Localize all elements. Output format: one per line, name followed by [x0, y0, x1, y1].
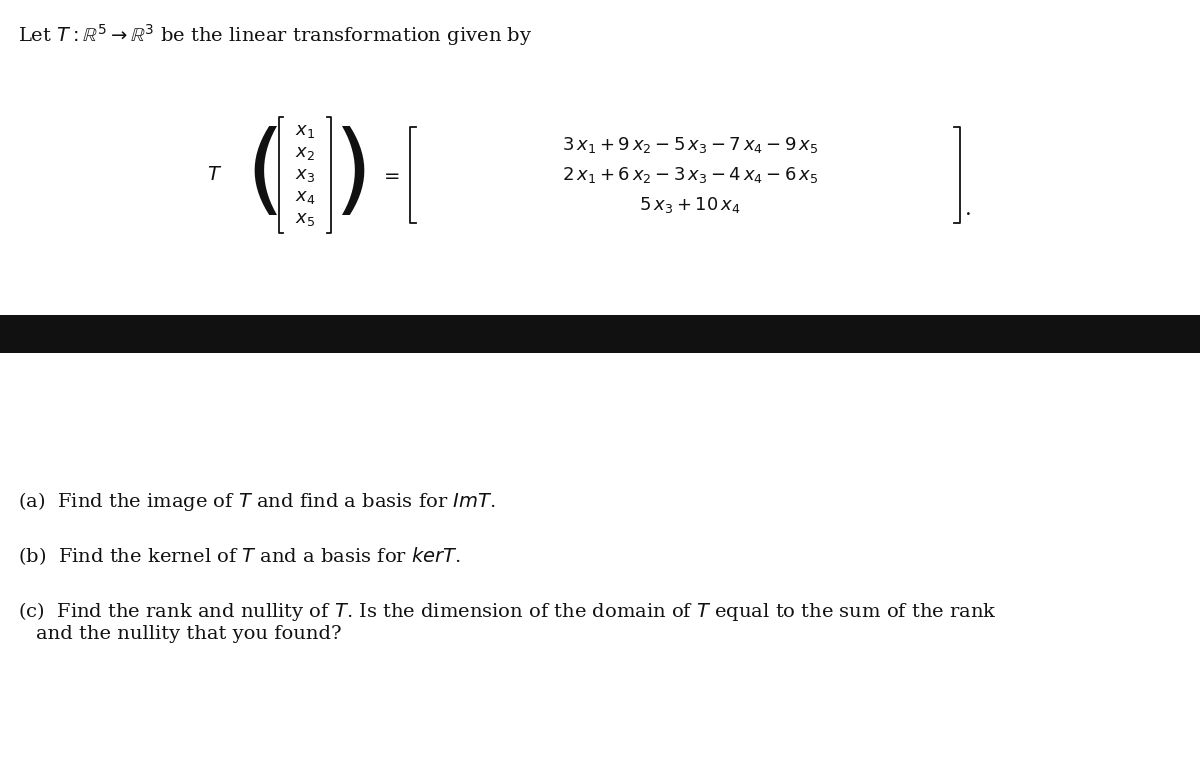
Text: $($: $($ — [245, 127, 277, 223]
FancyBboxPatch shape — [0, 315, 1200, 353]
Text: $=$: $=$ — [380, 166, 400, 184]
Text: $x_2$: $x_2$ — [295, 144, 314, 162]
Text: Let $T : \mathbb{R}^5 \to \mathbb{R}^3$ be the linear transformation given by: Let $T : \mathbb{R}^5 \to \mathbb{R}^3$ … — [18, 22, 533, 48]
Text: (b)  Find the kernel of $T$ and a basis for $\mathit{ker}T$.: (b) Find the kernel of $T$ and a basis f… — [18, 545, 461, 567]
Text: (c)  Find the rank and nullity of $T$. Is the dimension of the domain of $T$ equ: (c) Find the rank and nullity of $T$. Is… — [18, 600, 997, 623]
Text: $x_5$: $x_5$ — [295, 210, 316, 228]
Text: $2\,x_1 + 6\,x_2 - 3\,x_3 - 4\,x_4 - 6\,x_5$: $2\,x_1 + 6\,x_2 - 3\,x_3 - 4\,x_4 - 6\,… — [562, 165, 818, 185]
Text: .: . — [965, 200, 972, 219]
Text: $5\,x_3 + 10\,x_4$: $5\,x_3 + 10\,x_4$ — [640, 195, 740, 215]
Text: $x_1$: $x_1$ — [295, 122, 314, 140]
Text: $x_3$: $x_3$ — [295, 166, 316, 184]
Text: $)$: $)$ — [332, 127, 365, 223]
Text: (a)  Find the image of $T$ and find a basis for $\mathit{Im}T$.: (a) Find the image of $T$ and find a bas… — [18, 490, 496, 513]
Text: $3\,x_1 + 9\,x_2 - 5\,x_3 - 7\,x_4 - 9\,x_5$: $3\,x_1 + 9\,x_2 - 5\,x_3 - 7\,x_4 - 9\,… — [562, 135, 818, 155]
Text: $T$: $T$ — [208, 166, 222, 184]
Text: $x_4$: $x_4$ — [295, 188, 316, 206]
Text: and the nullity that you found?: and the nullity that you found? — [36, 625, 342, 643]
